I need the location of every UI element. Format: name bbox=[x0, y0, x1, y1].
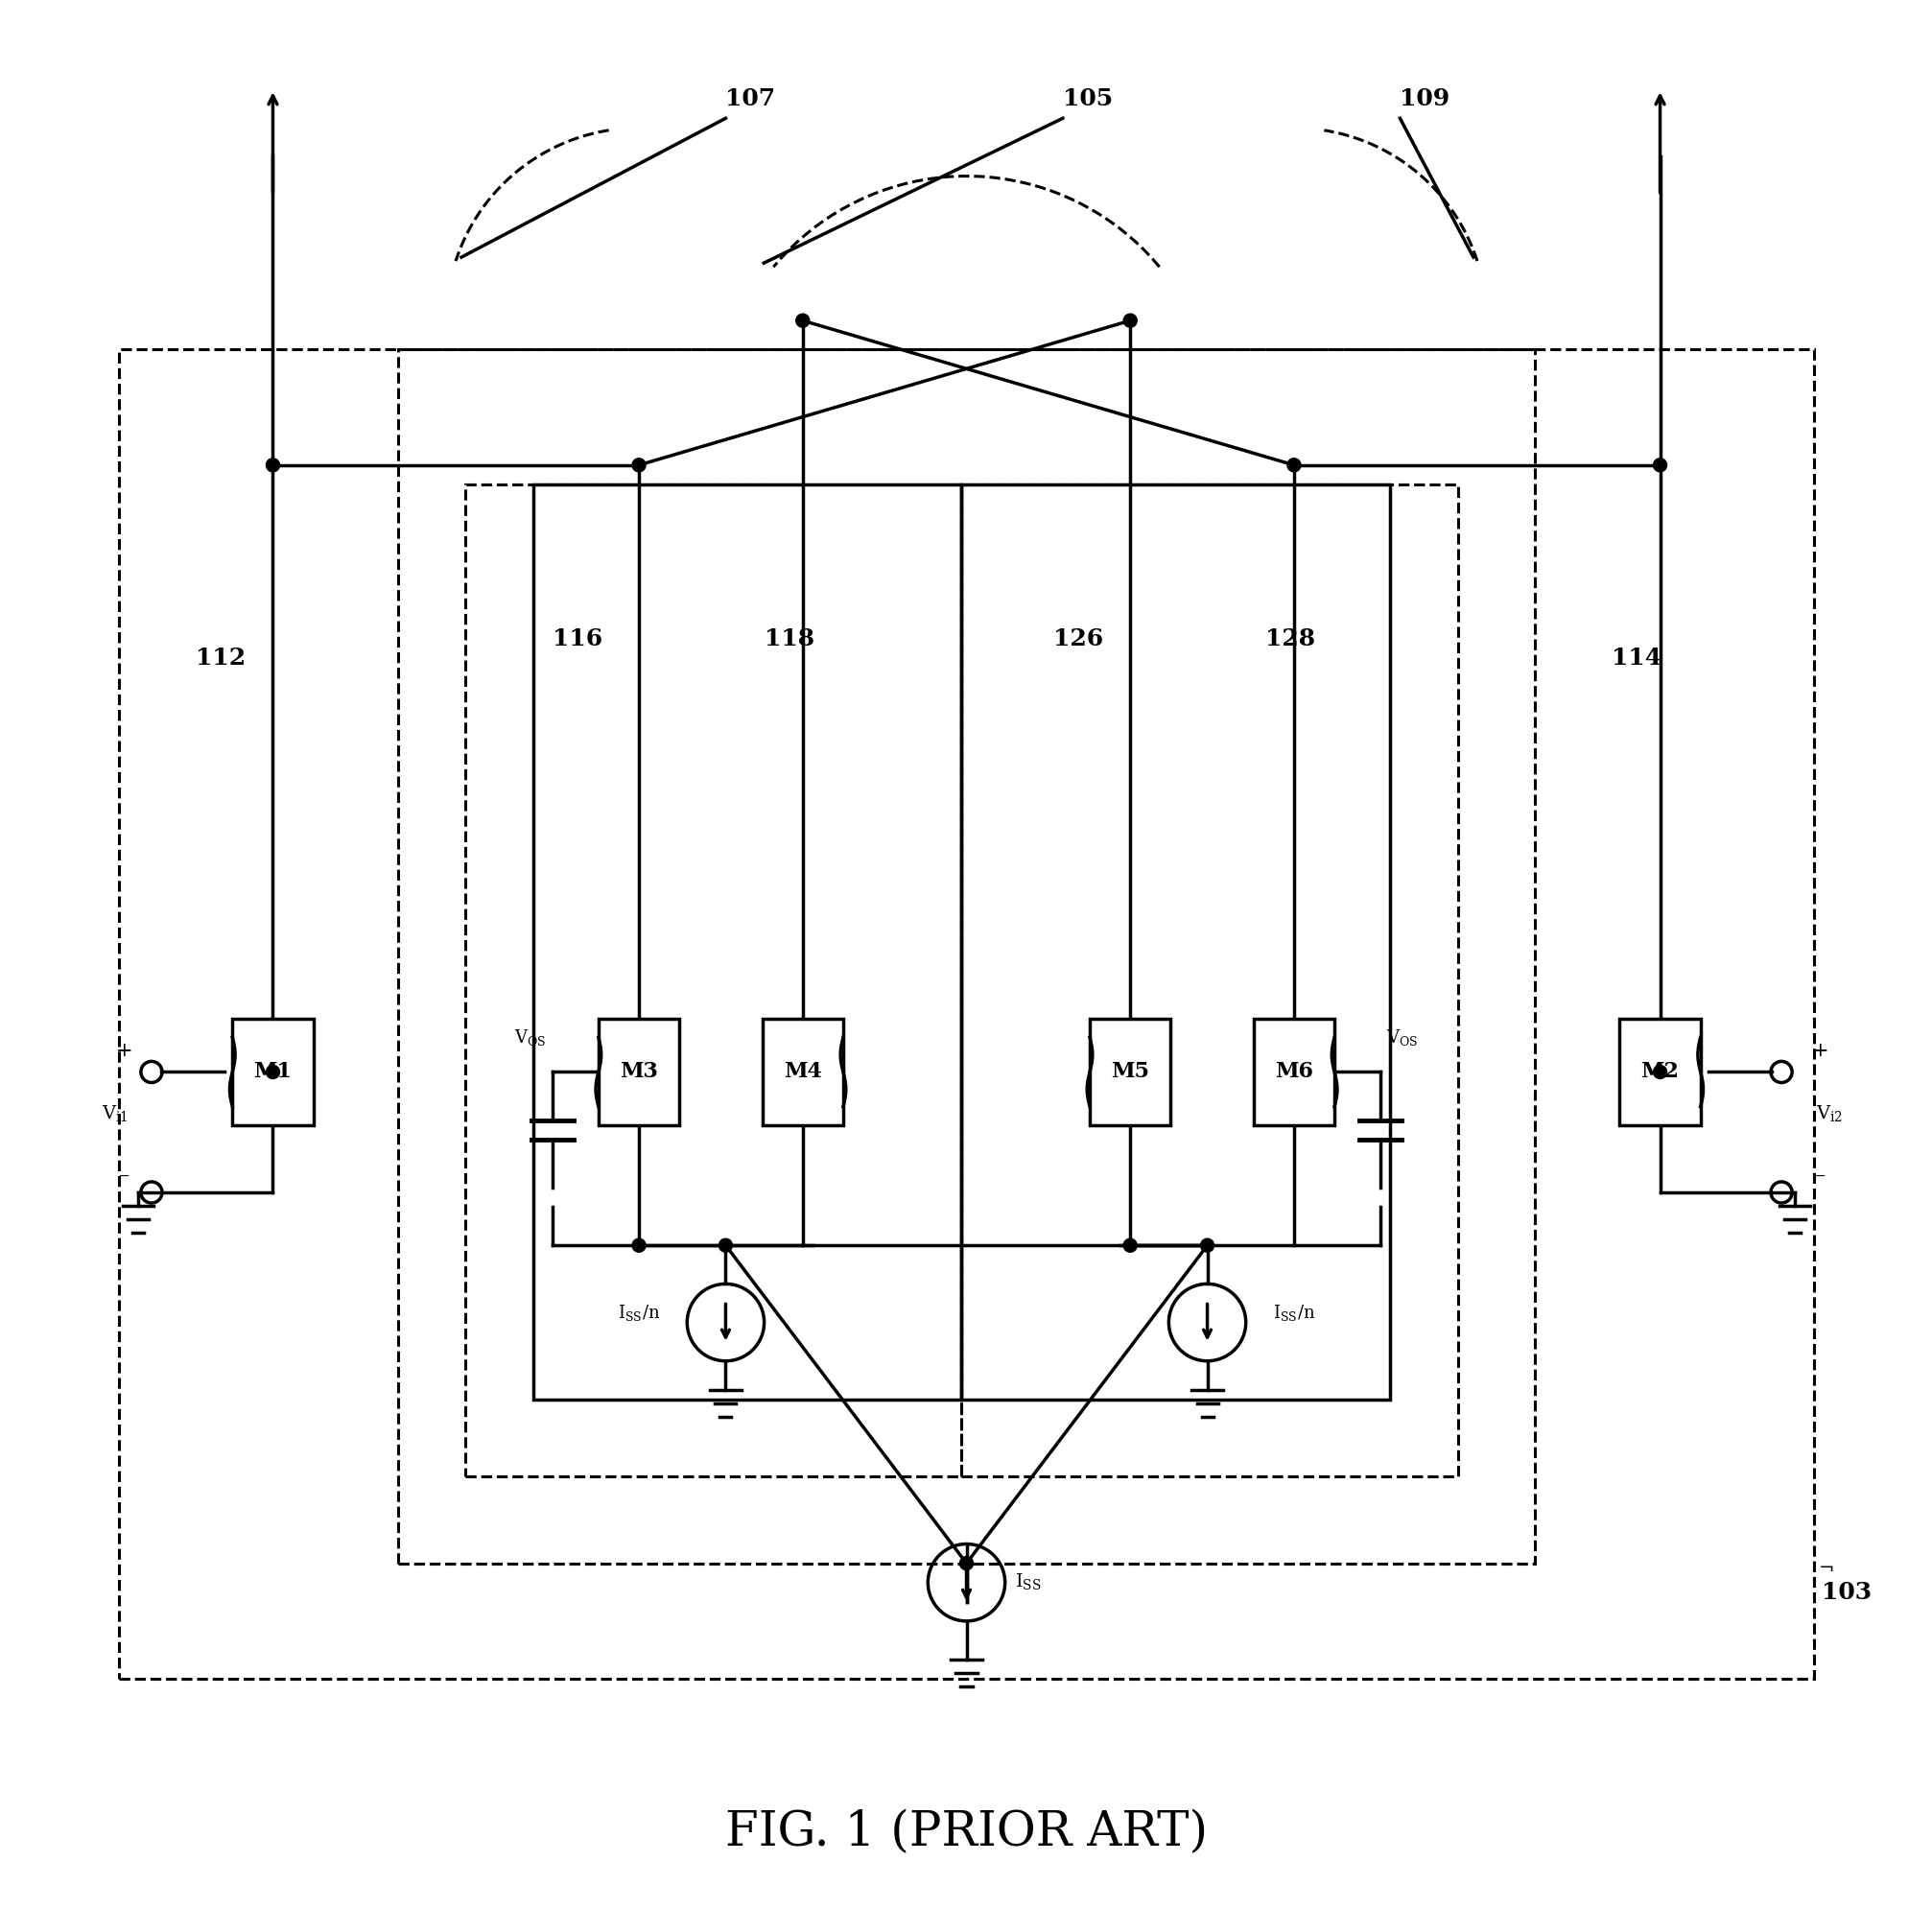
Circle shape bbox=[796, 313, 810, 327]
Text: I$_{\mathregular{SS}}$/n: I$_{\mathregular{SS}}$/n bbox=[618, 1302, 661, 1323]
Circle shape bbox=[1652, 458, 1665, 471]
Text: I$_{\mathregular{SS}}$: I$_{\mathregular{SS}}$ bbox=[1014, 1573, 1041, 1592]
Text: M6: M6 bbox=[1275, 1061, 1312, 1082]
Text: +: + bbox=[1810, 1041, 1828, 1061]
Bar bbox=[398, 350, 1534, 1563]
Text: V$_{\mathregular{i2}}$: V$_{\mathregular{i2}}$ bbox=[1816, 1103, 1843, 1124]
Circle shape bbox=[1200, 1238, 1213, 1252]
Text: $\neg$: $\neg$ bbox=[1818, 1559, 1833, 1577]
Bar bbox=[962, 485, 1389, 1399]
FancyBboxPatch shape bbox=[599, 1018, 678, 1124]
Bar bbox=[118, 350, 1814, 1679]
Text: M4: M4 bbox=[782, 1061, 821, 1082]
FancyBboxPatch shape bbox=[1619, 1018, 1700, 1124]
Circle shape bbox=[960, 1557, 972, 1571]
Circle shape bbox=[1122, 313, 1136, 327]
Circle shape bbox=[632, 458, 645, 471]
Circle shape bbox=[632, 1238, 645, 1252]
Text: V$_{\mathregular{i1}}$: V$_{\mathregular{i1}}$ bbox=[102, 1103, 128, 1124]
Text: +: + bbox=[116, 1041, 133, 1061]
FancyBboxPatch shape bbox=[232, 1018, 313, 1124]
Circle shape bbox=[1287, 458, 1300, 471]
Circle shape bbox=[267, 1065, 280, 1078]
Text: 109: 109 bbox=[1399, 87, 1449, 110]
Text: FIG. 1 (PRIOR ART): FIG. 1 (PRIOR ART) bbox=[724, 1808, 1208, 1857]
Bar bbox=[962, 485, 1457, 1476]
Circle shape bbox=[1652, 1065, 1665, 1078]
Bar bbox=[533, 485, 962, 1399]
FancyBboxPatch shape bbox=[761, 1018, 842, 1124]
Text: 116: 116 bbox=[553, 628, 603, 649]
Text: 114: 114 bbox=[1611, 645, 1662, 668]
Text: M2: M2 bbox=[1640, 1061, 1679, 1082]
FancyBboxPatch shape bbox=[1090, 1018, 1171, 1124]
Text: –: – bbox=[1814, 1167, 1824, 1188]
Text: I$_{\mathregular{SS}}$/n: I$_{\mathregular{SS}}$/n bbox=[1271, 1302, 1314, 1323]
Text: V$_{\mathregular{OS}}$: V$_{\mathregular{OS}}$ bbox=[514, 1028, 547, 1047]
Text: 107: 107 bbox=[724, 87, 775, 110]
Circle shape bbox=[719, 1238, 732, 1252]
Bar bbox=[466, 485, 962, 1476]
Text: 112: 112 bbox=[195, 645, 245, 668]
Text: –: – bbox=[120, 1167, 129, 1188]
Text: M5: M5 bbox=[1111, 1061, 1150, 1082]
Text: M3: M3 bbox=[620, 1061, 657, 1082]
Text: V$_{\mathregular{OS}}$: V$_{\mathregular{OS}}$ bbox=[1385, 1028, 1418, 1047]
Text: 105: 105 bbox=[1063, 87, 1113, 110]
Circle shape bbox=[1122, 1238, 1136, 1252]
Text: 128: 128 bbox=[1264, 628, 1314, 649]
Text: 103: 103 bbox=[1822, 1580, 1870, 1604]
FancyBboxPatch shape bbox=[1254, 1018, 1333, 1124]
Text: M1: M1 bbox=[253, 1061, 292, 1082]
Text: 126: 126 bbox=[1053, 628, 1103, 649]
Text: 118: 118 bbox=[763, 628, 813, 649]
Circle shape bbox=[267, 458, 280, 471]
